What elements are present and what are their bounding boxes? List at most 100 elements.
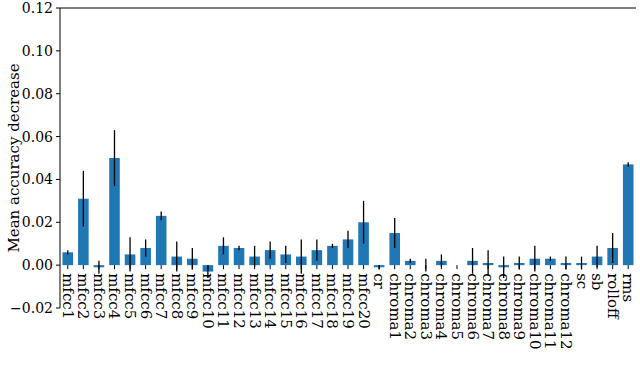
x-tick-label: cr [370, 273, 388, 289]
x-tick [597, 265, 598, 269]
x-tick [534, 265, 535, 269]
y-tick-label: 0.10 [22, 43, 53, 59]
y-tick-label: 0.04 [22, 171, 53, 187]
error-bar [596, 246, 597, 267]
x-tick [628, 265, 629, 269]
y-axis-label: Mean accuracy decrease [5, 63, 23, 252]
x-tick-label: sc [573, 273, 591, 289]
x-tick-label: mfcc20 [355, 273, 373, 329]
top-spine [60, 8, 636, 9]
x-tick-label: chroma3 [417, 273, 435, 340]
chart: −0.020.000.020.040.060.080.100.12mfcc1mf… [0, 0, 640, 389]
x-tick-label: mfcc7 [152, 273, 170, 319]
x-tick [114, 265, 115, 269]
x-tick [239, 265, 240, 269]
error-bar [581, 257, 582, 270]
error-bar [410, 259, 411, 263]
x-tick-label: chroma7 [479, 273, 497, 340]
x-tick-label: mfcc5 [121, 273, 139, 319]
error-bar [301, 239, 302, 273]
x-tick-label: chroma6 [464, 273, 482, 340]
x-tick [83, 265, 84, 269]
x-tick-label: mfcc15 [277, 273, 295, 329]
x-tick [379, 265, 380, 269]
error-bar [114, 130, 115, 186]
error-bar [254, 246, 255, 267]
error-bar [612, 233, 613, 263]
error-bar [316, 239, 317, 260]
error-bar [565, 257, 566, 270]
x-tick [441, 265, 442, 269]
bar [623, 164, 634, 265]
x-tick-label: mfcc2 [74, 273, 92, 319]
x-tick-label: chroma1 [386, 273, 404, 340]
x-tick-label: mfcc8 [168, 273, 186, 319]
error-bar [192, 248, 193, 269]
error-bar [83, 171, 84, 227]
x-tick-label: mfcc10 [199, 273, 217, 329]
x-tick [145, 265, 146, 269]
x-tick [425, 265, 426, 269]
x-tick [348, 265, 349, 269]
x-tick-label: chroma2 [401, 273, 419, 340]
x-tick-label: mfcc11 [214, 273, 232, 329]
x-tick [301, 265, 302, 269]
x-tick [581, 265, 582, 269]
x-tick [488, 265, 489, 269]
error-bar [270, 242, 271, 259]
x-tick [98, 265, 99, 269]
bar [156, 216, 167, 265]
error-bar [425, 259, 426, 272]
x-tick-label: chroma10 [526, 273, 544, 350]
x-tick [161, 265, 162, 269]
x-tick [332, 265, 333, 269]
error-bar [487, 250, 488, 276]
x-tick [223, 265, 224, 269]
y-tick-label: 0.02 [22, 214, 53, 230]
error-bar [67, 250, 68, 254]
x-tick [67, 265, 68, 269]
x-tick-label: mfcc18 [323, 273, 341, 329]
x-tick [207, 265, 208, 269]
x-tick [363, 265, 364, 269]
x-tick-label: mfcc1 [59, 273, 77, 319]
y-tick-label: −0.02 [10, 300, 53, 316]
error-bar [176, 242, 177, 272]
error-bar [98, 261, 99, 274]
x-tick [176, 265, 177, 269]
y-tick-label: 0.08 [22, 86, 53, 102]
error-bar [628, 162, 629, 166]
x-tick [316, 265, 317, 269]
x-tick-label: mfcc19 [339, 273, 357, 329]
x-tick [192, 265, 193, 269]
error-bar [347, 231, 348, 248]
y-tick-label: 0.12 [22, 0, 53, 16]
y-tick [56, 50, 60, 51]
bar [327, 246, 338, 265]
x-tick-label: sb [588, 273, 606, 290]
y-tick [56, 93, 60, 94]
x-tick [612, 265, 613, 269]
x-tick-label: chroma12 [557, 273, 575, 350]
x-tick-label: chroma5 [448, 273, 466, 340]
y-tick [56, 222, 60, 223]
error-bar [378, 265, 379, 269]
error-bar [161, 212, 162, 221]
x-tick-label: mfcc12 [230, 273, 248, 329]
y-tick [56, 8, 60, 9]
x-tick [456, 265, 457, 269]
y-tick-label: 0.00 [22, 257, 53, 273]
error-bar [145, 239, 146, 256]
x-tick [270, 265, 271, 269]
x-tick-label: mfcc13 [246, 273, 264, 329]
x-tick-label: mfcc3 [90, 273, 108, 319]
error-bar [332, 244, 333, 248]
x-tick [285, 265, 286, 269]
y-tick [56, 265, 60, 266]
error-bar [238, 246, 239, 250]
x-tick-label: mfcc14 [261, 273, 279, 329]
x-tick-label: rms [619, 273, 637, 302]
x-tick [503, 265, 504, 269]
error-bar [223, 237, 224, 254]
x-tick-label: mfcc9 [183, 273, 201, 319]
